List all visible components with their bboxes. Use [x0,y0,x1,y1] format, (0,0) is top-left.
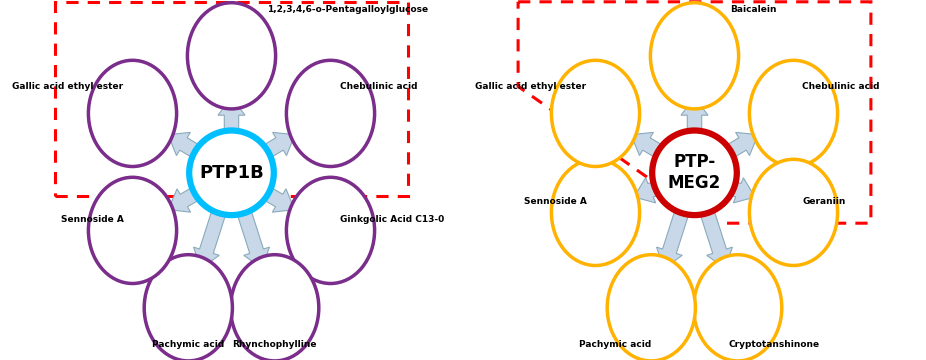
FancyArrow shape [726,132,758,158]
Text: Baicalein: Baicalein [731,5,777,14]
Text: Pachymic acid: Pachymic acid [152,340,224,349]
Ellipse shape [286,60,375,166]
Bar [56,2,407,196]
FancyArrow shape [634,178,658,203]
Text: Sennoside A: Sennoside A [60,215,123,224]
Text: Rhynchophylline: Rhynchophylline [232,340,317,349]
Ellipse shape [144,255,232,360]
FancyArrow shape [681,97,708,131]
Text: Gallic acid ethyl ester: Gallic acid ethyl ester [12,82,123,91]
Ellipse shape [652,130,737,215]
FancyArrow shape [264,188,294,212]
Text: PTP-
MEG2: PTP- MEG2 [668,153,721,192]
Ellipse shape [749,60,838,166]
Text: Sennoside A: Sennoside A [523,197,586,206]
FancyArrow shape [169,188,199,212]
FancyArrow shape [700,210,732,268]
FancyArrow shape [657,210,689,268]
FancyArrow shape [237,210,269,268]
Text: PTP1B: PTP1B [199,164,264,182]
Ellipse shape [551,159,640,266]
Text: Chebulinic acid: Chebulinic acid [340,82,417,91]
FancyArrow shape [631,132,663,158]
Text: 1,2,3,4,6-o-Pentagalloylglucose: 1,2,3,4,6-o-Pentagalloylglucose [268,5,429,14]
Text: Gallic acid ethyl ester: Gallic acid ethyl ester [475,82,586,91]
FancyArrow shape [168,132,200,158]
Ellipse shape [551,60,640,166]
FancyArrow shape [194,210,226,268]
FancyArrow shape [731,178,755,203]
Text: Cryptotanshinone: Cryptotanshinone [728,340,820,349]
Ellipse shape [650,3,739,109]
Ellipse shape [749,159,838,266]
Text: Geraniin: Geraniin [803,197,845,206]
FancyArrow shape [218,97,245,131]
Ellipse shape [88,60,177,166]
Ellipse shape [286,177,375,284]
Ellipse shape [88,177,177,284]
Text: Chebulinic acid: Chebulinic acid [803,82,880,91]
Ellipse shape [187,3,276,109]
FancyArrow shape [263,132,295,158]
Ellipse shape [189,130,274,215]
Ellipse shape [231,255,319,360]
Ellipse shape [607,255,695,360]
Ellipse shape [694,255,782,360]
Text: Ginkgolic Acid C13-0: Ginkgolic Acid C13-0 [340,215,444,224]
Text: Pachymic acid: Pachymic acid [579,340,651,349]
